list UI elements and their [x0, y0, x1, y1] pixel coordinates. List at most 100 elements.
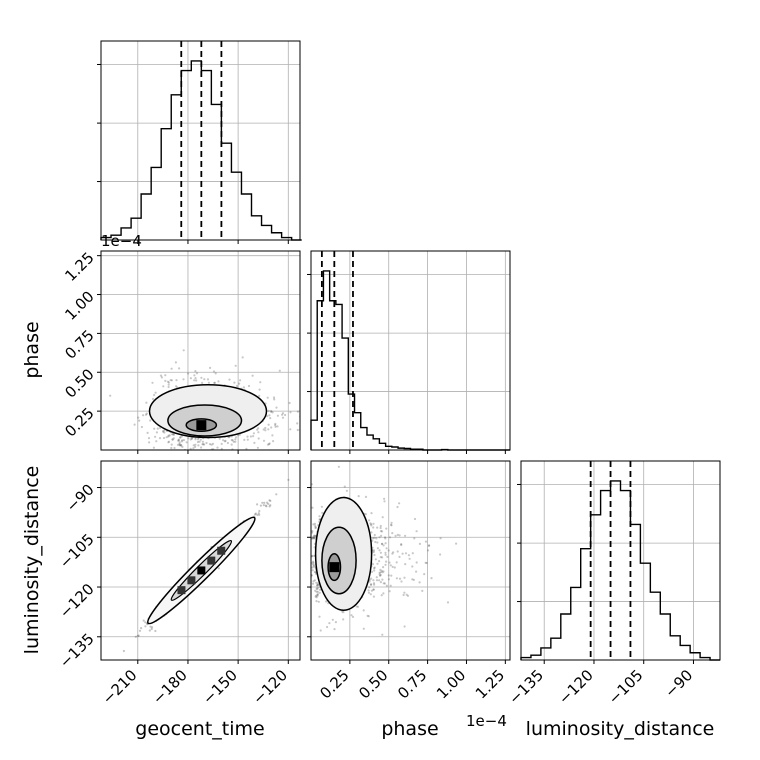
scatter-point	[155, 431, 158, 434]
scatter-point	[264, 426, 267, 430]
scatter-point	[376, 541, 379, 544]
density-peak	[329, 562, 340, 573]
scatter-point	[207, 381, 210, 384]
scatter-point	[248, 456, 250, 458]
scatter-point	[342, 618, 345, 621]
scatter-point	[394, 534, 397, 538]
scatter-point	[301, 540, 303, 542]
scatter-point	[382, 582, 385, 585]
scatter-point	[174, 361, 177, 364]
scatter-point	[279, 581, 281, 583]
y-tick-label: −105	[56, 530, 98, 572]
scatter-point	[304, 553, 306, 555]
scatter-point	[372, 522, 375, 525]
scatter-point	[375, 579, 379, 582]
scatter-point	[149, 419, 152, 422]
scatter-point	[154, 391, 157, 394]
scatter-point	[271, 591, 273, 593]
scatter-point	[373, 533, 376, 537]
scatter-point	[370, 524, 373, 527]
scatter-point	[258, 490, 260, 492]
scatter-point	[381, 516, 384, 519]
y-tick-label: −90	[63, 480, 98, 515]
histogram-luminosity_distance	[520, 480, 720, 661]
x-tick-label: −90	[661, 666, 696, 701]
scatter-point	[314, 526, 317, 530]
scatter-point	[300, 555, 302, 557]
scatter-point	[380, 594, 383, 597]
scatter-point	[384, 551, 387, 554]
scatter-point	[189, 438, 192, 441]
scatter-point	[220, 447, 223, 450]
scatter-point	[318, 518, 321, 521]
scatter-point	[390, 521, 393, 524]
scatter-point	[177, 438, 180, 441]
scatter-point	[194, 370, 197, 373]
scatter-point	[213, 381, 216, 384]
scatter-point	[328, 416, 330, 418]
scatter-point	[370, 589, 373, 592]
scatter-point	[316, 584, 319, 587]
scatter-point	[189, 377, 192, 380]
scatter-point	[379, 574, 382, 577]
scatter-point	[279, 548, 281, 550]
scatter-point	[217, 567, 220, 570]
scatter-point	[184, 455, 186, 457]
scatter-point	[427, 544, 430, 547]
scatter-point	[277, 561, 279, 563]
x-axis-label: luminosity_distance	[526, 718, 715, 740]
x-tick-label: 0.25	[316, 666, 352, 702]
scatter-point	[162, 436, 166, 440]
scatter-point	[370, 531, 373, 534]
scatter-point	[297, 562, 299, 564]
scatter-point	[306, 601, 308, 603]
scatter-point	[307, 561, 309, 563]
scatter-point	[259, 381, 262, 384]
density-cell	[217, 546, 226, 555]
scatter-point	[281, 547, 283, 549]
scatter-point	[372, 549, 376, 552]
scatter-point	[391, 552, 394, 555]
scatter-point	[308, 582, 310, 584]
scatter-point	[297, 518, 299, 520]
scatter-point	[312, 424, 314, 426]
scatter-point	[304, 558, 306, 560]
scatter-point	[140, 425, 143, 429]
scatter-point	[211, 467, 213, 469]
scatter-point	[297, 516, 299, 518]
scatter-point	[372, 550, 375, 554]
scatter-point	[385, 547, 388, 550]
scatter-point	[223, 440, 226, 443]
scatter-point	[192, 454, 194, 456]
scatter-point	[380, 569, 383, 573]
scatter-point	[382, 570, 385, 573]
scatter-point	[381, 542, 384, 545]
scatter-point	[211, 480, 213, 482]
scatter-point	[375, 576, 378, 579]
scatter-point	[383, 497, 386, 500]
scatter-point	[247, 384, 251, 388]
scatter-point	[364, 495, 368, 498]
scatter-panel-geocent_time-phase	[109, 349, 330, 492]
scatter-point	[304, 578, 306, 580]
scatter-point	[181, 439, 184, 442]
scatter-point	[162, 385, 165, 388]
scatter-point	[220, 462, 222, 464]
scatter-point	[385, 560, 388, 563]
scatter-point	[201, 381, 204, 384]
scatter-point	[313, 522, 317, 526]
scatter-point	[380, 542, 384, 546]
scatter-point	[317, 600, 320, 603]
scatter-point	[306, 578, 308, 580]
scatter-point	[268, 499, 271, 502]
scatter-point	[389, 564, 392, 567]
scatter-point	[396, 505, 399, 509]
scatter-point	[313, 579, 316, 582]
scatter-point	[216, 446, 219, 449]
scatter-point	[267, 423, 270, 426]
panel-frame	[520, 460, 721, 661]
scatter-point	[157, 450, 159, 452]
scatter-point	[291, 570, 293, 572]
scatter-point	[214, 372, 217, 375]
scatter-point	[297, 504, 299, 506]
